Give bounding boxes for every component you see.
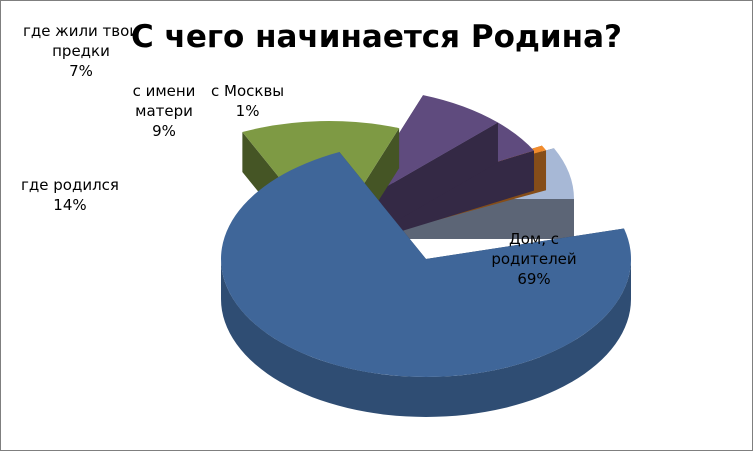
label-mat-value: 9% <box>152 122 176 140</box>
label-predki-name: где жили твои предки <box>22 22 140 60</box>
label-moskva-value: 1% <box>235 102 260 120</box>
label-dom-value: 69% <box>517 270 551 288</box>
label-rodilsya-value: 14% <box>53 196 87 214</box>
label-predki-value: 7% <box>69 62 93 80</box>
label-moskva: с Москвы 1% <box>211 81 284 121</box>
label-mat: с имени матери 9% <box>129 81 199 141</box>
label-predki: где жили твои предки 7% <box>21 21 141 81</box>
label-dom-name: Дом, с родителей <box>491 230 577 268</box>
slice-0 <box>220 152 631 378</box>
label-moskva-name: с Москвы <box>211 82 285 100</box>
chart-title: С чего начинается Родина? <box>131 19 622 55</box>
slice-rim-0 <box>221 259 631 417</box>
label-rodilsya: где родился 14% <box>21 175 119 215</box>
slice-wall-b-3 <box>353 150 535 246</box>
label-mat-name: с имени матери <box>132 82 196 120</box>
label-rodilsya-name: где родился <box>21 176 119 194</box>
label-dom: Дом, с родителей 69% <box>479 229 589 289</box>
